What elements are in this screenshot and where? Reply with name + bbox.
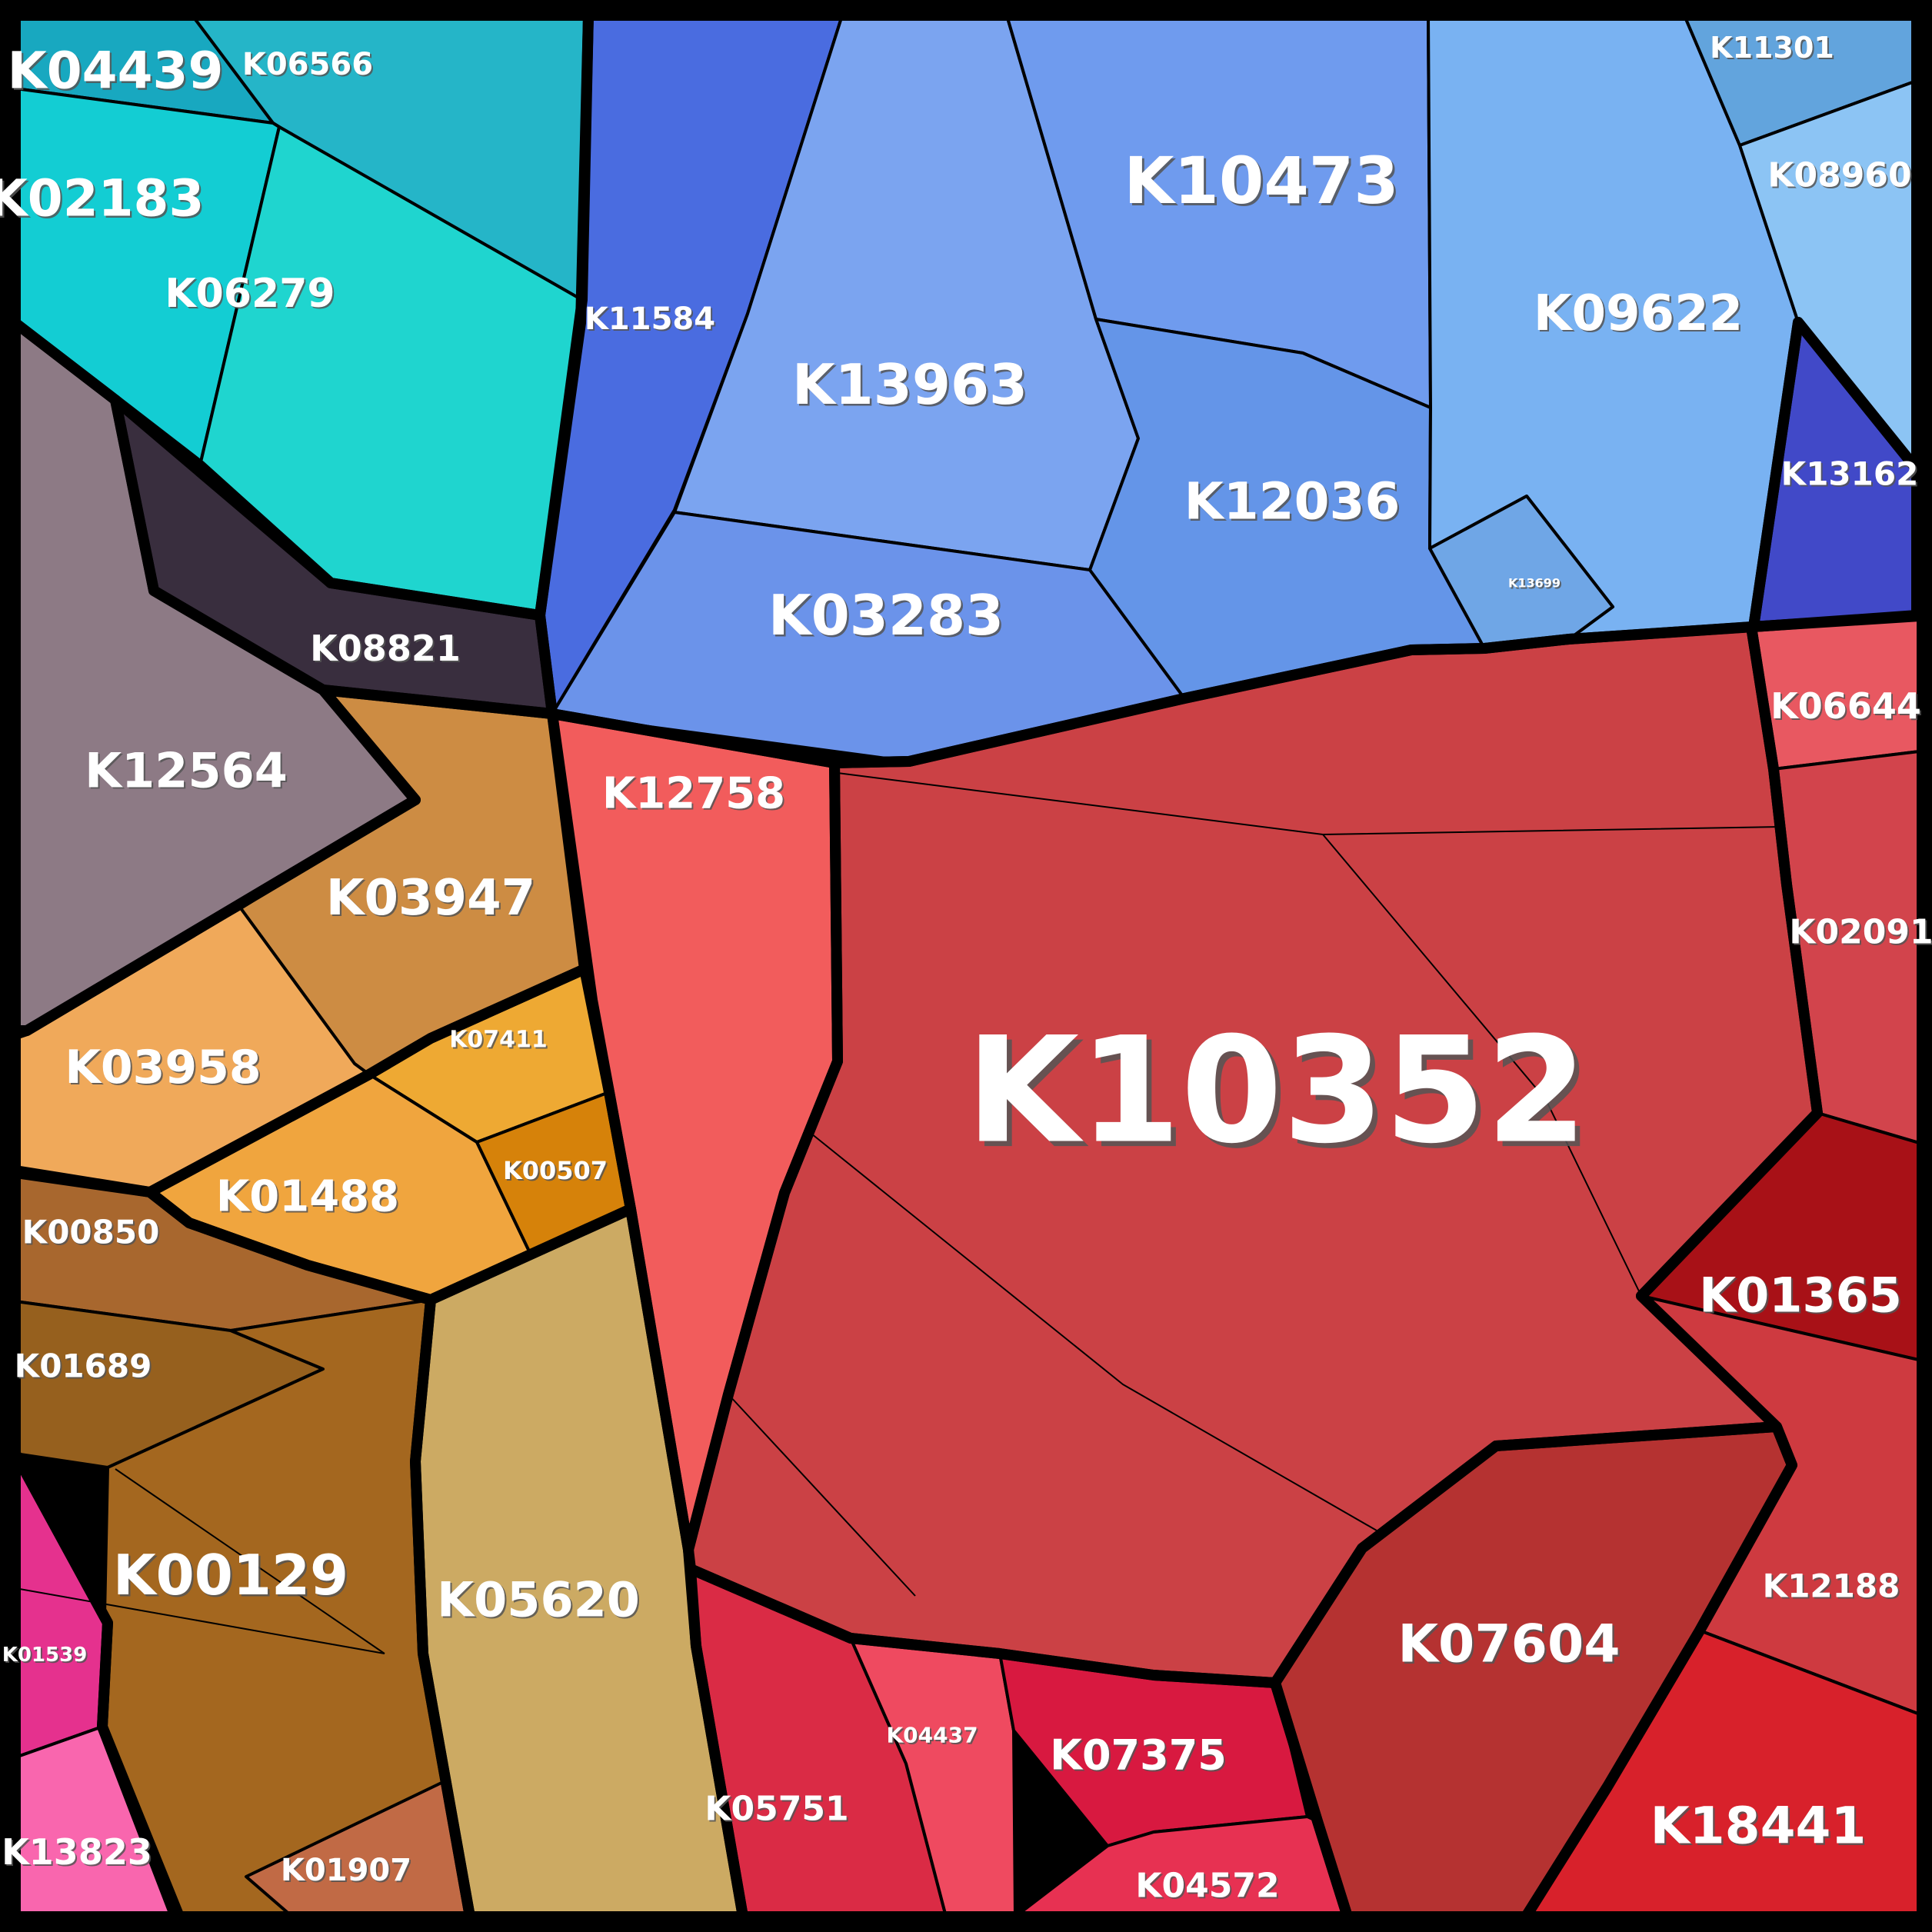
cell-label-shadow-K04572: K04572 bbox=[1137, 1868, 1281, 1907]
cell-label-shadow-K13963: K13963 bbox=[794, 355, 1029, 419]
cell-label-shadow-K07375: K07375 bbox=[1051, 1733, 1228, 1781]
cell-label-shadow-K00850: K00850 bbox=[24, 1215, 162, 1253]
cell-label-shadow-K04439: K04439 bbox=[9, 43, 225, 102]
cell-label-shadow-K00507: K00507 bbox=[505, 1158, 609, 1187]
cell-label-shadow-K12758: K12758 bbox=[604, 771, 787, 821]
cell-label-shadow-K13823: K13823 bbox=[3, 1833, 154, 1874]
cell-label-shadow-K00129: K00129 bbox=[115, 1545, 350, 1610]
cell-label-shadow-K08960: K08960 bbox=[1769, 158, 1913, 197]
cell-label-shadow-K03283: K03283 bbox=[770, 585, 1005, 650]
cell-label-shadow-K07604: K07604 bbox=[1400, 1616, 1622, 1677]
cell-label-K07411: K07411 bbox=[449, 1027, 548, 1054]
cell-label-shadow-K10352: K10352 bbox=[971, 1011, 1593, 1181]
cell-label-shadow-K12564: K12564 bbox=[86, 744, 289, 801]
k10352-sub-2 bbox=[1322, 834, 1642, 1297]
cell-label-K12188: K12188 bbox=[1763, 1567, 1900, 1605]
k10352-sub-3 bbox=[807, 1130, 1377, 1531]
cell-label-K13823: K13823 bbox=[2, 1831, 152, 1873]
cell-label-shadow-K12188: K12188 bbox=[1764, 1569, 1902, 1607]
cell-label-shadow-K10473: K10473 bbox=[1126, 145, 1401, 221]
cell-label-shadow-K03958: K03958 bbox=[66, 1042, 262, 1096]
cell-label-shadow-K05751: K05751 bbox=[706, 1791, 850, 1830]
cell-label-K13162: K13162 bbox=[1781, 455, 1919, 493]
cell-label-shadow-K02091: K02091 bbox=[1790, 914, 1932, 954]
cell-label-K10473: K10473 bbox=[1124, 143, 1398, 218]
cell-label-K04437: K04437 bbox=[886, 1723, 978, 1748]
treemap-cells bbox=[14, 14, 1932, 1918]
cell-label-shadow-K13162: K13162 bbox=[1783, 457, 1920, 495]
cell-label-K08821: K08821 bbox=[310, 628, 461, 669]
cell-label-shadow-K01488: K01488 bbox=[218, 1174, 401, 1224]
cell-label-shadow-K08821: K08821 bbox=[311, 629, 462, 671]
cluster-boundaries bbox=[10, 10, 1932, 1922]
cell-label-shadow-K04437: K04437 bbox=[888, 1724, 979, 1750]
cell-label-K00850: K00850 bbox=[22, 1214, 160, 1251]
cell-label-K00129: K00129 bbox=[113, 1543, 348, 1607]
cell-label-K13699: K13699 bbox=[1508, 576, 1561, 591]
cell-label-shadow-K11301: K11301 bbox=[1711, 32, 1836, 66]
k00129-sub-2 bbox=[15, 1587, 385, 1654]
cell-label-K08960: K08960 bbox=[1767, 156, 1911, 195]
cell-label-shadow-K12036: K12036 bbox=[1186, 474, 1402, 533]
cell-label-K11584: K11584 bbox=[585, 301, 715, 337]
crimson-cluster-outline bbox=[685, 1564, 1353, 1922]
cell-label-K00507: K00507 bbox=[503, 1156, 608, 1185]
subcell-boundaries bbox=[15, 772, 1781, 1654]
k00129-sub-1 bbox=[115, 1468, 385, 1654]
cell-label-K10352: K10352 bbox=[966, 1006, 1587, 1176]
cell-label-K12564: K12564 bbox=[85, 743, 288, 799]
cell-label-K13963: K13963 bbox=[792, 352, 1028, 417]
cell-label-shadow-K06279: K06279 bbox=[166, 272, 336, 318]
cell-label-shadow-K03947: K03947 bbox=[328, 871, 537, 928]
cell-label-shadow-K01689: K01689 bbox=[16, 1349, 154, 1387]
cell-label-shadow-K02183: K02183 bbox=[0, 171, 206, 230]
cell-label-shadow-K06644: K06644 bbox=[1772, 687, 1923, 728]
cell-label-shadow-K13699: K13699 bbox=[1510, 578, 1562, 592]
cell-label-K06644: K06644 bbox=[1770, 685, 1921, 727]
cell-label-shadow-K11584: K11584 bbox=[586, 303, 717, 338]
cell-label-K02091: K02091 bbox=[1789, 913, 1932, 952]
cell-label-K01488: K01488 bbox=[216, 1172, 399, 1222]
cell-label-K05751: K05751 bbox=[705, 1790, 848, 1829]
cell-label-K04439: K04439 bbox=[8, 42, 224, 101]
cell-label-K01907: K01907 bbox=[281, 1853, 411, 1888]
cell-label-shadow-K07411: K07411 bbox=[451, 1028, 549, 1055]
cell-label-shadow-K01365: K01365 bbox=[1700, 1269, 1904, 1325]
cell-label-K12758: K12758 bbox=[602, 769, 785, 819]
cell-label-K03283: K03283 bbox=[768, 583, 1004, 648]
cell-label-K04572: K04572 bbox=[1135, 1867, 1279, 1906]
cell-label-K03958: K03958 bbox=[65, 1041, 261, 1094]
cell-label-shadow-K06566: K06566 bbox=[244, 48, 375, 84]
cell-label-K06566: K06566 bbox=[242, 47, 373, 82]
cell-label-shadow-K09622: K09622 bbox=[1535, 287, 1744, 344]
cell-label-K01689: K01689 bbox=[15, 1347, 152, 1385]
cell-label-shadow-K18441: K18441 bbox=[1652, 1798, 1868, 1857]
cell-label-K01539: K01539 bbox=[2, 1644, 88, 1667]
cell-label-K07375: K07375 bbox=[1050, 1731, 1227, 1780]
cell-label-K09622: K09622 bbox=[1534, 285, 1743, 342]
cell-label-K18441: K18441 bbox=[1651, 1797, 1867, 1856]
cell-label-K06279: K06279 bbox=[165, 271, 335, 317]
cell-label-K11301: K11301 bbox=[1710, 31, 1834, 65]
cell-label-shadow-K05620: K05620 bbox=[438, 1574, 641, 1630]
cell-label-shadow-K01907: K01907 bbox=[282, 1854, 413, 1890]
k10352-sub-4 bbox=[728, 1394, 916, 1597]
cell-label-K07604: K07604 bbox=[1397, 1614, 1620, 1675]
cell-label-shadow-K01539: K01539 bbox=[4, 1645, 89, 1668]
cell-label-K01365: K01365 bbox=[1699, 1267, 1902, 1324]
cell-label-K02183: K02183 bbox=[0, 169, 204, 228]
cell-label-K03947: K03947 bbox=[326, 870, 535, 927]
cell-label-K12036: K12036 bbox=[1184, 472, 1401, 531]
cell-label-K05620: K05620 bbox=[437, 1572, 640, 1628]
